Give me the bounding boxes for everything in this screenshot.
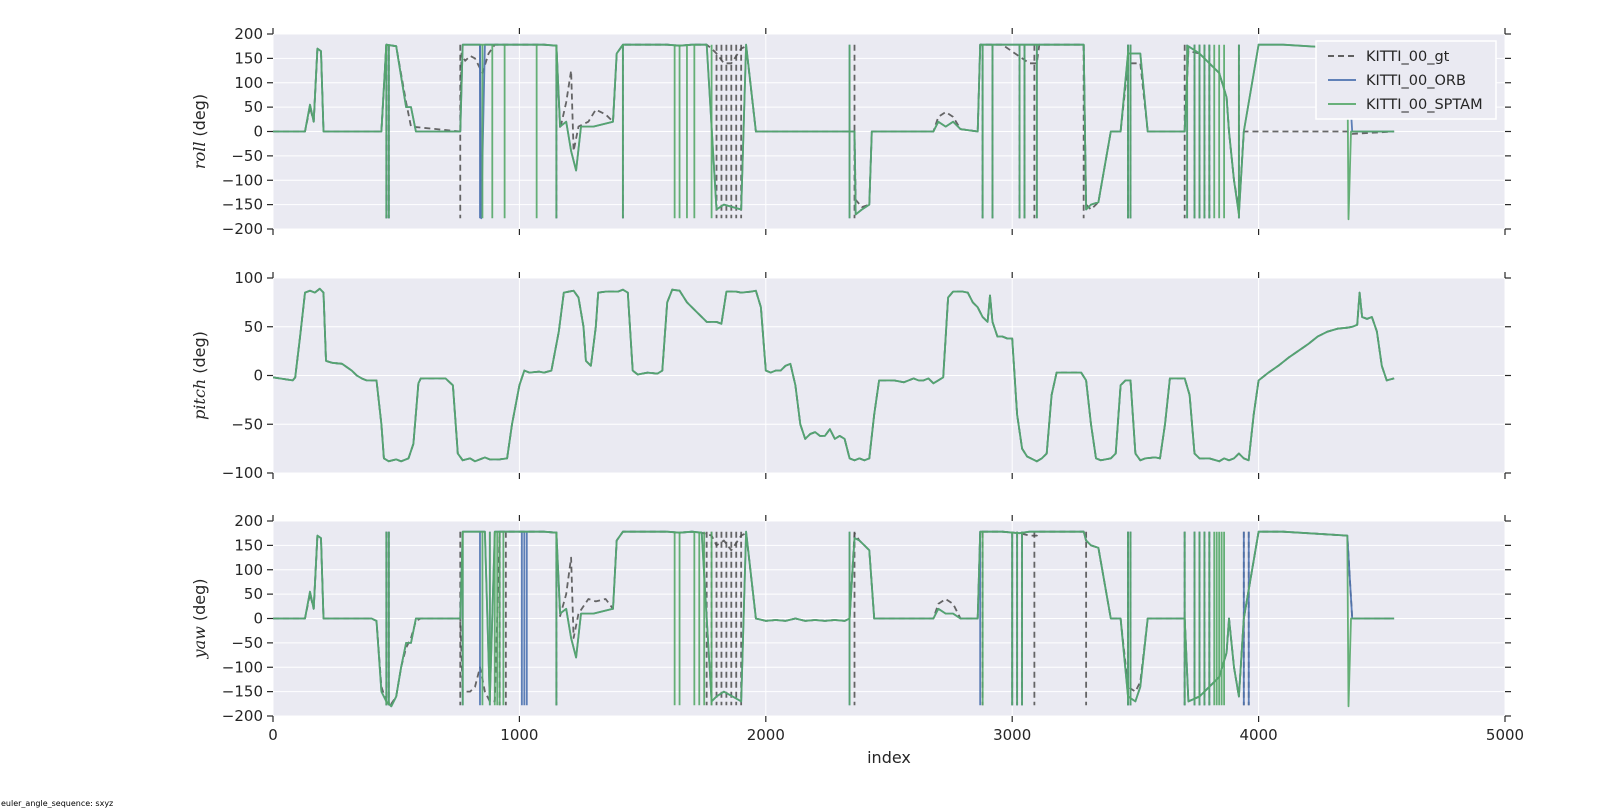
roll-ytick-label: 100 — [234, 74, 263, 92]
yaw-xtick-label: 5000 — [1486, 726, 1524, 744]
pitch-ytick-label: −50 — [231, 415, 263, 433]
pitch-ytick-label: −100 — [222, 464, 263, 482]
legend-label-gt: KITTI_00_gt — [1366, 49, 1450, 65]
roll-ytick-label: 200 — [234, 25, 263, 43]
yaw-xtick-label: 3000 — [993, 726, 1031, 744]
roll-ytick-label: −200 — [222, 220, 263, 238]
yaw-y-axis-name: yaw — [190, 626, 209, 660]
roll-y-axis-label: roll (deg) — [190, 94, 209, 169]
roll-ytick-label: −100 — [222, 171, 263, 189]
yaw-xtick-label: 2000 — [747, 726, 785, 744]
yaw-ytick-label: −150 — [222, 683, 263, 701]
pitch-ytick-label: 50 — [244, 318, 263, 336]
panel-pitch: 100 50 0 −50 −100 pitch (deg) — [190, 269, 1511, 482]
roll-y-axis-unit: (deg) — [190, 94, 209, 137]
roll-ytick-label: 150 — [234, 49, 263, 67]
yaw-ytick-label: −200 — [222, 707, 263, 725]
pitch-series-sptam — [273, 287, 1395, 463]
yaw-series-group — [273, 530, 1395, 708]
pitch-y-axis-unit: (deg) — [190, 331, 209, 374]
yaw-series-sptam — [273, 530, 1395, 708]
yaw-ytick-label: 200 — [234, 512, 263, 530]
x-axis-label: index — [867, 748, 911, 767]
legend-label-sptam: KITTI_00_SPTAM — [1366, 97, 1483, 113]
yaw-xtick-label: 4000 — [1240, 726, 1278, 744]
roll-series-sptam — [273, 43, 1395, 221]
roll-ytick-label: −50 — [231, 147, 263, 165]
pitch-y-axis-name: pitch — [190, 379, 209, 420]
roll-ytick-label: 0 — [253, 123, 263, 141]
pitch-ytick-label: 100 — [234, 269, 263, 287]
yaw-xtick-label: 0 — [268, 726, 278, 744]
yaw-y-axis-unit: (deg) — [190, 579, 209, 622]
yaw-ytick-label: −50 — [231, 634, 263, 652]
roll-y-axis-name: roll — [190, 142, 209, 170]
panel-roll: 200 150 100 50 0 −50 −100 −150 −200 roll (deg) KITT… — [190, 25, 1511, 238]
panels-group: 200 150 100 50 0 −50 −100 −150 −200 roll (deg) KITT… — [190, 25, 1524, 767]
roll-ytick-label: −150 — [222, 196, 263, 214]
roll-ytick-label: 50 — [244, 98, 263, 116]
pitch-ytick-label: 0 — [253, 367, 263, 385]
yaw-xtick-label: 1000 — [500, 726, 538, 744]
yaw-ytick-label: 50 — [244, 585, 263, 603]
pitch-y-axis-label: pitch (deg) — [190, 331, 209, 420]
pitch-series-group — [273, 287, 1395, 463]
footnote: euler_angle_sequence: sxyz — [1, 799, 113, 808]
yaw-ytick-label: −100 — [222, 658, 263, 676]
roll-series-group — [273, 43, 1395, 221]
panel-yaw: 200 150 100 50 0 −50 −100 −150 −200 0 1000 2000 3000… — [190, 512, 1524, 767]
yaw-ytick-label: 150 — [234, 536, 263, 554]
yaw-y-axis-label: yaw (deg) — [190, 579, 209, 660]
yaw-ytick-label: 0 — [253, 610, 263, 628]
legend-label-orb: KITTI_00_ORB — [1366, 73, 1466, 89]
yaw-ytick-label: 100 — [234, 561, 263, 579]
legend: KITTI_00_gt KITTI_00_ORB KITTI_00_SPTAM — [1315, 40, 1497, 120]
